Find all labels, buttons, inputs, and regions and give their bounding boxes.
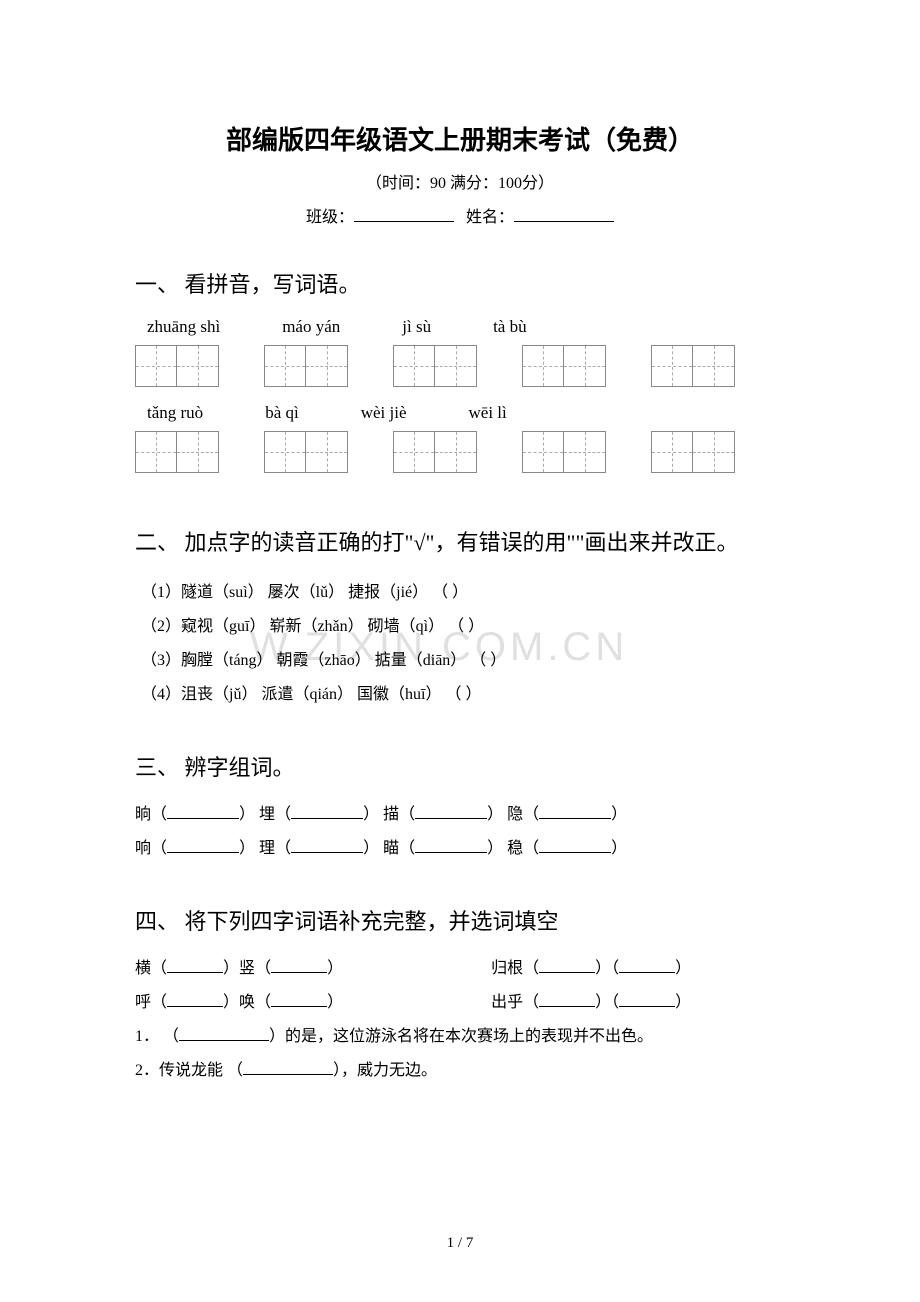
- blank[interactable]: [291, 852, 363, 853]
- blank[interactable]: [291, 818, 363, 819]
- page-number: 1 / 7: [0, 1235, 920, 1252]
- q4-sentence-1: 1． （ ）的是，这位游泳名将在本次赛场上的表现并不出色。: [135, 1022, 785, 1046]
- blank[interactable]: [167, 972, 223, 973]
- char-box-pair[interactable]: [393, 345, 477, 387]
- char: 隐: [507, 806, 523, 823]
- name-label: 姓名：: [466, 209, 514, 226]
- q3-line-2: 响（） 理（） 瞄（） 稳（）: [135, 834, 785, 858]
- char: 唤: [239, 994, 255, 1011]
- blank[interactable]: [271, 1006, 327, 1007]
- pinyin: wēi lì: [469, 403, 507, 423]
- char-box-pair[interactable]: [393, 431, 477, 473]
- pinyin: tǎng ruò: [147, 403, 203, 423]
- char: 瞄: [383, 840, 399, 857]
- blank[interactable]: [619, 1006, 675, 1007]
- q2-item: （2）窥视（guī） 崭新（zhǎn） 砌墙（qì） （ ）: [141, 612, 785, 636]
- q3-line-1: 晌（） 埋（） 描（） 隐（）: [135, 800, 785, 824]
- char: 描: [383, 806, 399, 823]
- text: 1． （: [135, 1028, 179, 1045]
- text: ），威力无边。: [333, 1062, 437, 1079]
- char: 响: [135, 840, 151, 857]
- pinyin: zhuāng shì: [147, 317, 220, 337]
- char: 晌: [135, 806, 151, 823]
- section-3-heading: 三、 辨字组词。: [135, 750, 785, 782]
- char-box-pair[interactable]: [264, 431, 348, 473]
- blank[interactable]: [539, 818, 611, 819]
- char: 稳: [507, 840, 523, 857]
- pinyin: bà qì: [265, 403, 299, 423]
- q4-row-1: 横（）竖（） 归根（）（）: [135, 954, 785, 978]
- char-box-pair[interactable]: [522, 431, 606, 473]
- class-label: 班级：: [306, 209, 354, 226]
- q4-row-2: 呼（）唤（） 出乎（）（）: [135, 988, 785, 1012]
- char-box-row-2: [135, 431, 785, 473]
- char-box-pair[interactable]: [135, 431, 219, 473]
- pinyin: wèi jiè: [361, 403, 407, 423]
- pinyin: tà bù: [493, 317, 527, 337]
- q2-item: （4）沮丧（jǔ） 派遣（qián） 国徽（huī） （ ）: [141, 680, 785, 704]
- blank[interactable]: [415, 818, 487, 819]
- char: 归根: [491, 960, 523, 977]
- char: 横: [135, 960, 151, 977]
- q2-item: （3）胸膛（táng） 朝霞（zhāo） 掂量（diān） （ ）: [141, 646, 785, 670]
- char-box-pair[interactable]: [522, 345, 606, 387]
- char: 出乎: [491, 994, 523, 1011]
- text: ）的是，这位游泳名将在本次赛场上的表现并不出色。: [269, 1028, 653, 1045]
- blank[interactable]: [179, 1040, 269, 1041]
- blank[interactable]: [167, 818, 239, 819]
- subtitle: （时间：90 满分：100分）: [135, 169, 785, 193]
- section-2-heading: 二、 加点字的读音正确的打"√"，有错误的用""画出来并改正。: [135, 525, 785, 560]
- name-blank[interactable]: [514, 206, 614, 222]
- char: 理: [259, 840, 275, 857]
- char-box-pair[interactable]: [651, 431, 735, 473]
- page-title: 部编版四年级语文上册期末考试（免费）: [135, 120, 785, 157]
- class-blank[interactable]: [354, 206, 454, 222]
- pinyin: máo yán: [282, 317, 340, 337]
- char-box-row-1: [135, 345, 785, 387]
- char-box-pair[interactable]: [264, 345, 348, 387]
- blank[interactable]: [167, 1006, 223, 1007]
- q4-sentence-2: 2．传说龙能 （ ），威力无边。: [135, 1056, 785, 1080]
- char: 竖: [239, 960, 255, 977]
- blank[interactable]: [271, 972, 327, 973]
- blank[interactable]: [415, 852, 487, 853]
- char: 呼: [135, 994, 151, 1011]
- section-4-heading: 四、 将下列四字词语补充完整，并选词填空: [135, 904, 785, 936]
- q2-item: （1）隧道（suì） 屡次（lǔ） 捷报（jié） （ ）: [141, 578, 785, 602]
- pinyin: jì sù: [402, 317, 431, 337]
- char-box-pair[interactable]: [651, 345, 735, 387]
- blank[interactable]: [539, 1006, 595, 1007]
- section-1-heading: 一、 看拼音，写词语。: [135, 267, 785, 299]
- blank[interactable]: [167, 852, 239, 853]
- char-box-pair[interactable]: [135, 345, 219, 387]
- blank[interactable]: [539, 972, 595, 973]
- blank[interactable]: [243, 1074, 333, 1075]
- blank[interactable]: [619, 972, 675, 973]
- text: 2．传说龙能 （: [135, 1062, 243, 1079]
- blank[interactable]: [539, 852, 611, 853]
- pinyin-row-1: zhuāng shì máo yán jì sù tà bù: [147, 317, 785, 337]
- student-info-line: 班级： 姓名：: [135, 203, 785, 227]
- char: 埋: [259, 806, 275, 823]
- pinyin-row-2: tǎng ruò bà qì wèi jiè wēi lì: [147, 403, 785, 423]
